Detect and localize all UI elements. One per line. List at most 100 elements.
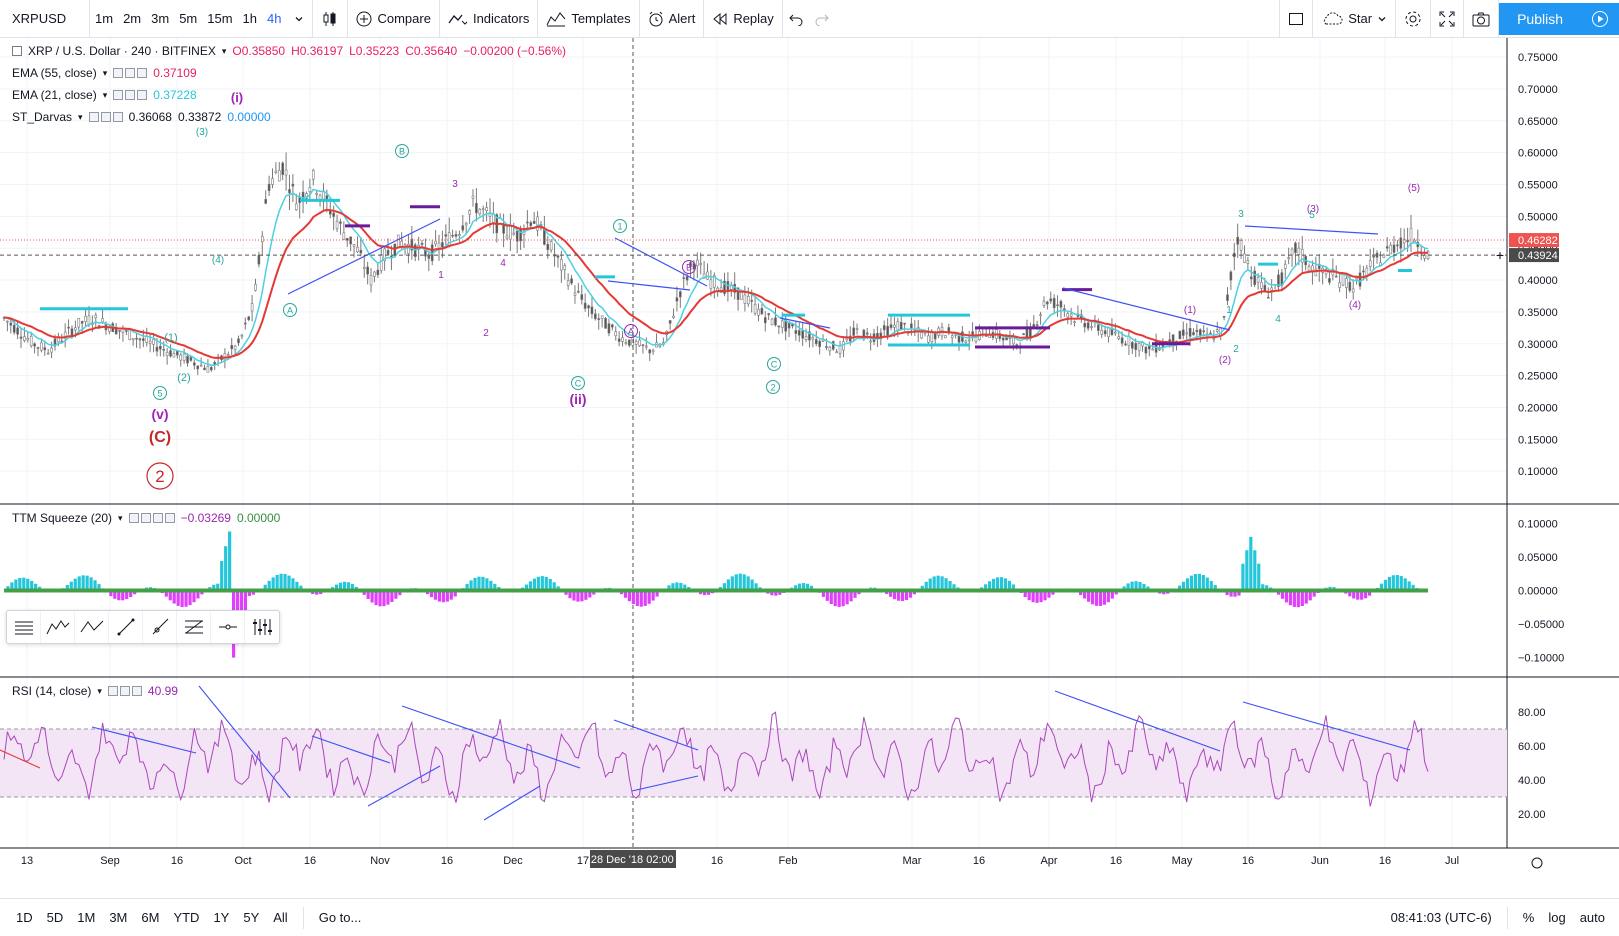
candle bbox=[651, 348, 655, 355]
fib-tool[interactable] bbox=[177, 611, 211, 643]
auto-toggle[interactable]: auto bbox=[1579, 910, 1605, 925]
interval-15m[interactable]: 15m bbox=[207, 11, 233, 26]
interval-1m[interactable]: 1m bbox=[95, 11, 114, 26]
symbol-search[interactable]: XRPUSD bbox=[0, 0, 90, 38]
alert-button[interactable]: Alert bbox=[640, 0, 705, 38]
fullscreen-layout-button[interactable] bbox=[1279, 0, 1314, 38]
gear-icon[interactable] bbox=[119, 686, 130, 696]
ttm-tick-label: 0.10000 bbox=[1518, 518, 1558, 530]
clock-timezone[interactable]: 08:41:03 (UTC-6) bbox=[1390, 910, 1492, 925]
chevron-down-icon[interactable]: ▾ bbox=[102, 89, 108, 100]
elliott-correction-tool[interactable] bbox=[75, 611, 109, 643]
range-1d[interactable]: 1D bbox=[16, 910, 33, 925]
range-all[interactable]: All bbox=[273, 910, 288, 925]
chart-style-button[interactable] bbox=[313, 0, 349, 38]
star-layout-button[interactable]: Star bbox=[1313, 0, 1397, 38]
ema21-legend[interactable]: EMA (21, close) ▾ 0.37228 bbox=[12, 88, 197, 102]
interval-4h[interactable]: 4h bbox=[267, 11, 282, 26]
chevron-down-icon[interactable]: ▾ bbox=[78, 111, 83, 122]
trend-line-tool[interactable] bbox=[109, 611, 143, 643]
candle-body bbox=[679, 291, 682, 298]
symbol-title[interactable]: XRP / U.S. Dollar · 240 · BITFINEX bbox=[28, 44, 216, 58]
play-button[interactable] bbox=[1581, 2, 1619, 35]
candle bbox=[33, 342, 36, 354]
goto-button[interactable]: Go to... bbox=[318, 910, 362, 925]
drawbar-handle[interactable] bbox=[7, 611, 41, 643]
eye-icon[interactable] bbox=[107, 686, 118, 696]
gear-icon[interactable] bbox=[100, 112, 111, 122]
close-icon[interactable] bbox=[131, 686, 142, 696]
chevron-down-icon[interactable]: ▾ bbox=[97, 685, 102, 696]
study-buttons[interactable] bbox=[88, 112, 123, 122]
close-icon[interactable] bbox=[137, 90, 148, 100]
redo-button[interactable] bbox=[809, 0, 835, 38]
study-buttons[interactable] bbox=[113, 90, 148, 100]
lock-icon[interactable] bbox=[152, 513, 163, 523]
eye-icon[interactable] bbox=[113, 90, 124, 100]
undo-button[interactable] bbox=[783, 0, 809, 38]
range-6m[interactable]: 6M bbox=[141, 910, 160, 925]
candle-body bbox=[1198, 329, 1202, 336]
ray-tool[interactable] bbox=[143, 611, 177, 643]
eye-icon[interactable] bbox=[88, 112, 99, 122]
close-icon[interactable] bbox=[164, 513, 175, 523]
replay-button[interactable]: Replay bbox=[704, 0, 783, 38]
range-1y[interactable]: 1Y bbox=[213, 910, 230, 925]
candle bbox=[512, 222, 516, 236]
chart-canvas[interactable]: (i) (v) (C) 2 (ii) (1) (2) (3) (4) (5) (3) (4) (1) (2… bbox=[0, 38, 1619, 898]
templates-button[interactable]: Templates bbox=[538, 0, 640, 38]
close-icon[interactable] bbox=[112, 112, 123, 122]
compare-button[interactable]: Compare bbox=[348, 0, 440, 38]
close-icon[interactable] bbox=[137, 68, 148, 78]
percent-toggle[interactable]: % bbox=[1522, 910, 1535, 925]
elliott-impulse-tool[interactable] bbox=[41, 611, 75, 643]
interval-dropdown[interactable] bbox=[286, 0, 314, 38]
ema55-legend[interactable]: EMA (55, close) ▾ 0.37109 bbox=[12, 66, 197, 80]
chevron-down-icon[interactable]: ▾ bbox=[118, 512, 123, 523]
candle bbox=[675, 286, 679, 312]
candle-body bbox=[624, 342, 628, 344]
settings-button[interactable] bbox=[1396, 0, 1432, 38]
candle bbox=[1046, 300, 1049, 310]
chart-area[interactable]: (i) (v) (C) 2 (ii) (1) (2) (3) (4) (5) (3) (4) (1) (2… bbox=[0, 38, 1619, 898]
publish-button[interactable]: Publish bbox=[1499, 2, 1581, 35]
candle-body bbox=[1052, 298, 1056, 309]
range-1m[interactable]: 1M bbox=[77, 910, 96, 925]
indicators-label: Indicators bbox=[472, 11, 530, 26]
chevron-down-icon[interactable]: ▾ bbox=[102, 67, 108, 78]
cursor-price-badge bbox=[1509, 248, 1559, 263]
ohlc-low: L0.35223 bbox=[349, 44, 400, 58]
candle-body bbox=[1249, 276, 1253, 280]
range-5y[interactable]: 5Y bbox=[243, 910, 260, 925]
candle-body bbox=[899, 322, 903, 330]
horizontal-line-tool[interactable] bbox=[211, 611, 245, 643]
collapse-icon[interactable] bbox=[12, 46, 22, 56]
study-buttons[interactable] bbox=[107, 686, 142, 696]
log-toggle[interactable]: log bbox=[1548, 910, 1566, 925]
chevron-down-icon[interactable]: ▾ bbox=[221, 45, 227, 56]
gear-icon[interactable] bbox=[125, 90, 136, 100]
rsi-legend[interactable]: RSI (14, close) ▾ 40.99 bbox=[12, 684, 178, 698]
interval-1h[interactable]: 1h bbox=[242, 11, 258, 26]
fullscreen-button[interactable] bbox=[1431, 0, 1465, 38]
range-3m[interactable]: 3M bbox=[109, 910, 128, 925]
range-ytd[interactable]: YTD bbox=[173, 910, 200, 925]
range-5d[interactable]: 5D bbox=[46, 910, 64, 925]
interval-5m[interactable]: 5m bbox=[179, 11, 198, 26]
study-buttons[interactable] bbox=[128, 513, 175, 523]
candle-body bbox=[971, 331, 974, 335]
gear-icon[interactable] bbox=[140, 513, 151, 523]
eye-icon[interactable] bbox=[113, 68, 124, 78]
study-buttons[interactable] bbox=[113, 68, 148, 78]
snapshot-button[interactable] bbox=[1464, 0, 1500, 38]
interval-3m[interactable]: 3m bbox=[151, 11, 170, 26]
candle-body bbox=[1372, 255, 1375, 258]
ttm-legend[interactable]: TTM Squeeze (20) ▾ −0.03269 0.00000 bbox=[12, 511, 280, 525]
gear-icon[interactable] bbox=[125, 68, 136, 78]
indicators-button[interactable]: Indicators bbox=[440, 0, 539, 38]
wave-label: (2) bbox=[1219, 355, 1231, 366]
eye-icon[interactable] bbox=[128, 513, 139, 523]
settings-tool[interactable] bbox=[245, 611, 279, 643]
interval-2m[interactable]: 2m bbox=[123, 11, 142, 26]
darvas-legend[interactable]: ST_Darvas ▾ 0.36068 0.33872 0.00000 bbox=[12, 110, 271, 124]
